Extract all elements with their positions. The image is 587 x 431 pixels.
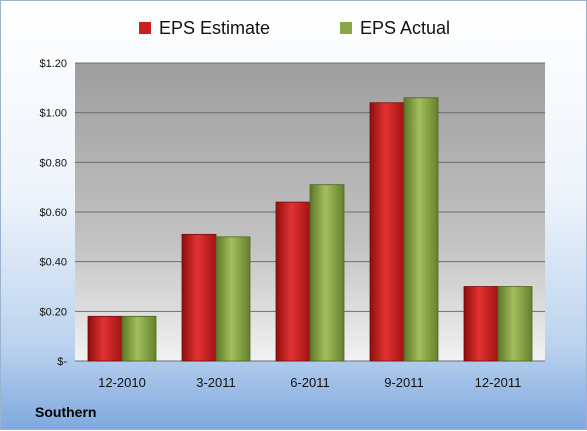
bars bbox=[87, 97, 533, 362]
legend-item-actual: EPS Actual bbox=[339, 17, 451, 39]
legend-label-estimate: EPS Estimate bbox=[158, 17, 270, 38]
legend: EPS Estimate EPS Actual bbox=[1, 15, 587, 41]
bar-eps-estimate bbox=[275, 201, 311, 362]
y-tick-label: $- bbox=[57, 356, 67, 368]
legend-swatch-actual bbox=[339, 22, 352, 34]
x-tick-label: 3-2011 bbox=[196, 375, 236, 390]
x-axis-labels: 12-2010 3-2011 6-2011 9-2011 12-2011 bbox=[98, 375, 521, 390]
x-tick-label: 9-2011 bbox=[384, 375, 424, 390]
bar-eps-estimate bbox=[87, 315, 123, 362]
y-tick-label: $0.60 bbox=[39, 207, 67, 219]
legend-label-actual: EPS Actual bbox=[359, 17, 451, 38]
bar-eps-actual bbox=[121, 315, 157, 362]
bar-eps-actual bbox=[497, 286, 533, 362]
company-name: Southern bbox=[35, 404, 97, 420]
y-tick-label: $0.40 bbox=[39, 257, 67, 269]
bar-eps-estimate bbox=[181, 233, 217, 362]
legend-item-estimate: EPS Estimate bbox=[138, 17, 270, 39]
y-tick-label: $1.00 bbox=[39, 108, 67, 120]
bar-eps-actual bbox=[215, 236, 251, 362]
y-tick-label: $0.80 bbox=[39, 157, 67, 169]
y-tick-label: $1.20 bbox=[39, 58, 67, 70]
bar-eps-actual bbox=[403, 97, 439, 362]
bar-eps-estimate bbox=[369, 102, 405, 362]
x-tick-label: 12-2011 bbox=[475, 375, 522, 390]
bar-eps-estimate bbox=[463, 286, 499, 362]
x-tick-label: 12-2010 bbox=[98, 375, 146, 390]
x-tick-label: 6-2011 bbox=[290, 375, 330, 390]
legend-swatch-estimate bbox=[138, 22, 151, 34]
y-axis-ticks: $- $0.20 $0.40 $0.60 $0.80 $1.00 $1.20 bbox=[39, 58, 67, 368]
y-tick-label: $0.20 bbox=[39, 306, 67, 318]
bar-eps-actual bbox=[309, 184, 345, 362]
